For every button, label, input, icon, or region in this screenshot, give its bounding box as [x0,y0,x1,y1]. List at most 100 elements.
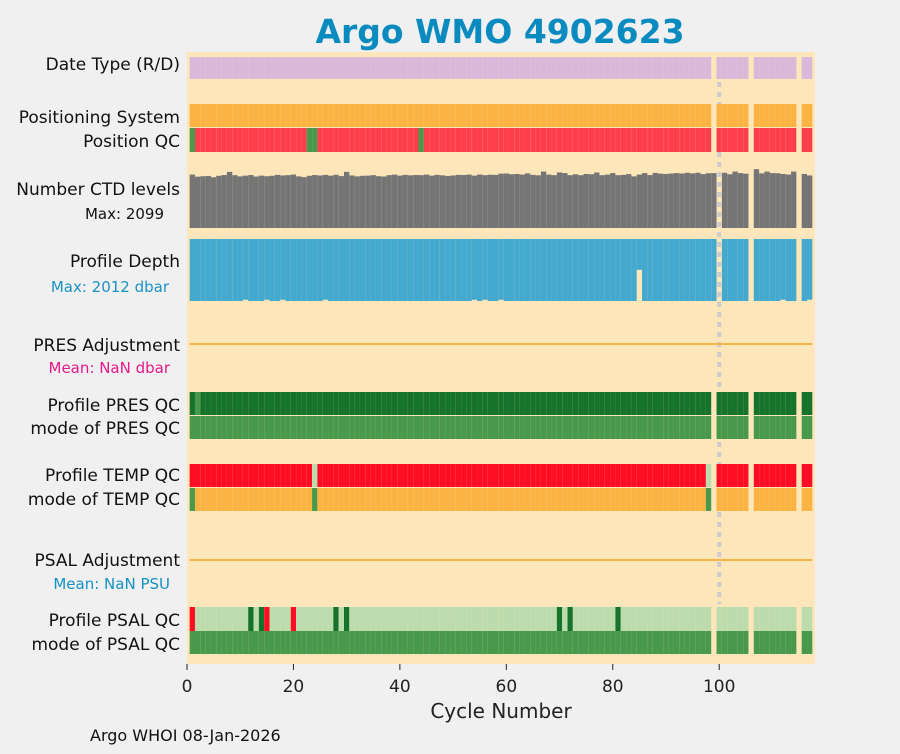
ctd-levels-bar-74 [578,175,584,228]
profile-depth-bar-12 [248,239,254,301]
profile-depth-bar-116 [801,239,807,301]
qc-mark-row2-cycle41 [402,128,408,152]
qc-mark-row5-cycle109 [764,464,770,487]
qc-mark-row4-cycle84 [631,416,637,439]
profile-depth-bar-5 [210,239,217,301]
qc-mark-row1-cycle19 [285,104,291,127]
qc-mark-row2-cycle69 [551,128,557,152]
qc-mark-row7-cycle107 [753,607,760,631]
qc-mark-row6-cycle6 [216,488,222,511]
qc-mark-row2-cycle113 [785,128,792,152]
qc-mark-row2-cycle38 [386,128,392,152]
qc-mark-row1-cycle85 [636,104,643,127]
qc-mark-row2-cycle70 [556,128,563,152]
qc-mark-row7-cycle18 [280,607,286,631]
row-label-5: Profile TEMP QC [45,466,180,486]
qc-mark-row7-cycle82 [620,607,627,631]
qc-mark-row7-cycle17 [274,607,281,631]
qc-mark-row1-cycle60 [503,104,509,127]
qc-mark-row8-cycle44 [418,631,424,654]
qc-mark-row3-cycle85 [636,392,643,415]
qc-mark-row8-cycle28 [333,631,339,654]
qc-mark-row4-cycle64 [524,416,531,439]
qc-mark-row4-cycle108 [759,416,765,439]
qc-mark-row5-cycle43 [413,464,419,487]
ctd-levels-bar-80 [610,173,616,228]
ctd-levels-bar-46 [429,175,435,228]
profile-depth-bar-15 [264,239,270,300]
qc-mark-row8-cycle90 [663,631,669,654]
qc-mark-row1-cycle104 [737,104,744,127]
qc-mark-row6-cycle93 [679,488,685,511]
qc-mark-row4-cycle20 [290,416,297,439]
qc-mark-row1-cycle101 [721,104,728,127]
qc-mark-row5-cycle89 [658,464,664,487]
qc-mark-row5-cycle103 [732,464,738,487]
qc-mark-row2-cycle107 [753,128,760,152]
qc-mark-row8-cycle48 [439,631,446,654]
ctd-levels-bar-37 [381,176,387,228]
qc-mark-row1-cycle16 [269,104,275,127]
qc-mark-row3-cycle72 [567,392,573,415]
qc-mark-row4-cycle28 [333,416,339,439]
qc-mark-row3-cycle69 [551,392,557,415]
ctd-levels-bar-55 [477,174,483,228]
qc-mark-row5-cycle39 [391,464,398,487]
qc-mark-row6-cycle70 [556,488,563,511]
qc-mark-row8-cycle21 [296,631,302,654]
qc-mark-row5-cycle79 [604,464,611,487]
qc-mark-row2-cycle114 [791,128,797,152]
x-tick-label-80: 80 [602,677,624,697]
qc-mark-row8-cycle17 [274,631,281,654]
qc-mark-row7-cycle97 [700,607,706,631]
qc-mark-row2-cycle78 [599,128,605,152]
qc-mark-row7-cycle103 [732,607,738,631]
qc-mark-row1-cycle1 [189,104,195,127]
qc-mark-row3-cycle21 [296,392,302,415]
qc-mark-row6-cycle53 [466,488,472,511]
qc-mark-row3-cycle51 [455,392,462,415]
qc-mark-row7-cycle66 [535,607,541,631]
qc-mark-row4-cycle104 [737,416,744,439]
qc-mark-row4-cycle32 [354,416,360,439]
qc-mark-row7-cycle45 [423,607,430,631]
qc-mark-row0-cycle18 [280,57,286,79]
qc-mark-row3-cycle105 [743,392,749,415]
qc-mark-row1-cycle96 [695,104,701,127]
profile-depth-bar-25 [317,239,323,301]
profile-depth-bar-57 [487,239,493,301]
x-tick-label-0: 0 [182,677,193,697]
qc-mark-row2-cycle1 [189,128,195,152]
qc-mark-row6-cycle26 [322,488,329,511]
profile-depth-bar-101 [721,239,728,301]
qc-mark-row3-cycle117 [807,392,813,415]
qc-mark-row2-cycle86 [642,128,648,152]
qc-mark-row1-cycle2 [194,104,201,127]
ctd-levels-bar-65 [530,174,536,228]
profile-depth-bar-69 [551,239,557,301]
qc-mark-row8-cycle30 [344,631,350,654]
qc-mark-row1-cycle114 [791,104,797,127]
qc-mark-row3-cycle53 [466,392,472,415]
profile-depth-bar-74 [578,239,584,301]
qc-mark-row4-cycle19 [285,416,291,439]
qc-mark-row0-cycle31 [349,57,355,79]
profile-depth-bar-66 [535,239,541,301]
profile-depth-bar-8 [226,239,233,301]
qc-mark-row6-cycle3 [200,488,206,511]
qc-mark-row0-cycle63 [519,57,525,79]
qc-mark-row0-cycle47 [434,57,440,79]
qc-mark-row2-cycle49 [445,128,451,152]
qc-mark-row8-cycle13 [253,631,259,654]
qc-mark-row3-cycle88 [652,392,658,415]
ctd-levels-bar-69 [551,175,557,228]
qc-mark-row6-cycle88 [652,488,658,511]
qc-mark-row4-cycle102 [727,416,733,439]
qc-mark-row4-cycle47 [434,416,440,439]
profile-depth-bar-112 [780,239,786,300]
qc-mark-row5-cycle73 [572,464,579,487]
qc-mark-row4-cycle70 [556,416,563,439]
qc-mark-row4-cycle68 [546,416,552,439]
qc-mark-row4-cycle11 [242,416,249,439]
qc-mark-row7-cycle92 [673,607,680,631]
